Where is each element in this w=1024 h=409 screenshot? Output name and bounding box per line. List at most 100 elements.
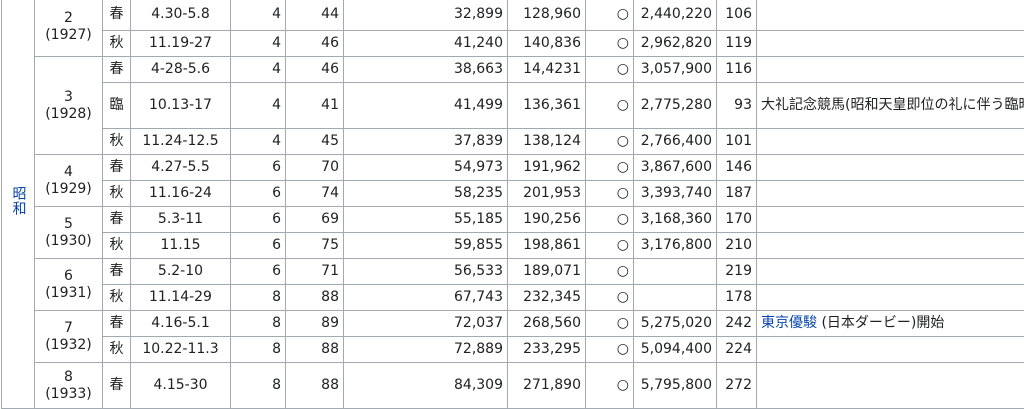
days-cell: 6	[231, 233, 286, 259]
horses-cell: 219	[717, 259, 757, 285]
sales-cell: 191,962	[508, 155, 586, 181]
note-cell	[757, 155, 1024, 181]
dates-cell: 11.16-24	[131, 181, 231, 207]
mark-cell: ○	[586, 181, 634, 207]
sales-cell: 190,256	[508, 207, 586, 233]
note-text: (日本ダービー)開始	[817, 315, 944, 331]
dates-cell: 11.19-27	[131, 31, 231, 57]
sales-cell: 128,960	[508, 0, 586, 31]
mark-cell: ○	[586, 311, 634, 337]
year-western: (1930)	[45, 233, 92, 249]
note-cell	[757, 31, 1024, 57]
note-cell	[757, 259, 1024, 285]
season-cell: 春	[103, 57, 131, 83]
table-row: 臨 10.13-17 4 41 41,499 136,361 ○ 2,775,2…	[2, 83, 1024, 129]
dates-cell: 5.2-10	[131, 259, 231, 285]
mark-cell: ○	[586, 57, 634, 83]
note-cell	[757, 285, 1024, 311]
visitors-cell: 72,889	[344, 337, 508, 363]
horses-cell: 242	[717, 311, 757, 337]
season-cell: 秋	[103, 129, 131, 155]
races-cell: 45	[286, 129, 344, 155]
note-text: 大礼記念競馬(昭和天皇即位の礼に伴う臨時開催)	[761, 97, 1024, 113]
horses-cell: 187	[717, 181, 757, 207]
sales-cell: 140,836	[508, 31, 586, 57]
sales-cell: 268,560	[508, 311, 586, 337]
mark-cell: ○	[586, 31, 634, 57]
note-cell	[757, 207, 1024, 233]
mark-cell: ○	[586, 207, 634, 233]
prize-cell: 5,275,020	[634, 311, 717, 337]
table-row: 7 (1932) 春 4.16-5.1 8 89 72,037 268,560 …	[2, 311, 1024, 337]
sales-cell: 198,861	[508, 233, 586, 259]
days-cell: 6	[231, 259, 286, 285]
year-western: (1929)	[45, 181, 92, 197]
note-link-tokyo-yushun[interactable]: 東京優駿	[761, 315, 817, 331]
table-row: 秋 11.15 6 75 59,855 198,861 ○ 3,176,800 …	[2, 233, 1024, 259]
season-cell: 春	[103, 0, 131, 31]
sales-cell: 136,361	[508, 83, 586, 129]
season-cell: 秋	[103, 285, 131, 311]
year-cell: 7 (1932)	[35, 311, 103, 363]
races-cell: 89	[286, 311, 344, 337]
visitors-cell: 55,185	[344, 207, 508, 233]
visitors-cell: 38,663	[344, 57, 508, 83]
visitors-cell: 67,743	[344, 285, 508, 311]
season-cell: 春	[103, 155, 131, 181]
sales-cell: 138,124	[508, 129, 586, 155]
mark-cell: ○	[586, 337, 634, 363]
races-cell: 88	[286, 337, 344, 363]
mark-cell: ○	[586, 233, 634, 259]
note-cell: 大礼記念競馬(昭和天皇即位の礼に伴う臨時開催)	[757, 83, 1024, 129]
races-cell: 46	[286, 57, 344, 83]
horses-cell: 101	[717, 129, 757, 155]
horses-cell: 170	[717, 207, 757, 233]
visitors-cell: 56,533	[344, 259, 508, 285]
sales-cell: 232,345	[508, 285, 586, 311]
visitors-cell: 58,235	[344, 181, 508, 207]
prize-cell: 2,775,280	[634, 83, 717, 129]
year-cell: 6 (1931)	[35, 259, 103, 311]
races-cell: 44	[286, 0, 344, 31]
days-cell: 6	[231, 181, 286, 207]
table-row: 5 (1930) 春 5.3-11 6 69 55,185 190,256 ○ …	[2, 207, 1024, 233]
horses-cell: 146	[717, 155, 757, 181]
dates-cell: 4.30-5.8	[131, 0, 231, 31]
horses-cell: 224	[717, 337, 757, 363]
year-number: 3	[64, 89, 73, 105]
table-row: 秋 11.16-24 6 74 58,235 201,953 ○ 3,393,7…	[2, 181, 1024, 207]
visitors-cell: 72,037	[344, 311, 508, 337]
sales-cell: 189,071	[508, 259, 586, 285]
year-number: 8	[64, 369, 73, 385]
prize-cell: 3,867,600	[634, 155, 717, 181]
mark-cell: ○	[586, 0, 634, 31]
year-number: 5	[64, 216, 73, 232]
days-cell: 4	[231, 57, 286, 83]
races-cell: 71	[286, 259, 344, 285]
era-link[interactable]: 昭和	[10, 186, 27, 216]
sales-cell: 233,295	[508, 337, 586, 363]
horses-cell: 106	[717, 0, 757, 31]
year-number: 7	[64, 320, 73, 336]
table-row: 3 (1928) 春 4-28-5.6 4 46 38,663 14,4231 …	[2, 57, 1024, 83]
table-row: 昭和 2 (1927) 春 4.30-5.8 4 44 32,899 128,9…	[2, 0, 1024, 31]
year-western: (1928)	[45, 106, 92, 122]
days-cell: 4	[231, 83, 286, 129]
table-row: 秋 10.22-11.3 8 88 72,889 233,295 ○ 5,094…	[2, 337, 1024, 363]
horses-cell: 116	[717, 57, 757, 83]
prize-cell: 3,057,900	[634, 57, 717, 83]
visitors-cell: 54,973	[344, 155, 508, 181]
days-cell: 6	[231, 155, 286, 181]
sales-cell: 201,953	[508, 181, 586, 207]
season-cell: 春	[103, 207, 131, 233]
prize-cell: 2,440,220	[634, 0, 717, 31]
season-cell: 臨	[103, 83, 131, 129]
days-cell: 6	[231, 207, 286, 233]
dates-cell: 4-28-5.6	[131, 57, 231, 83]
dates-cell: 4.27-5.5	[131, 155, 231, 181]
year-cell: 4 (1929)	[35, 155, 103, 207]
races-cell: 74	[286, 181, 344, 207]
prize-cell: 3,393,740	[634, 181, 717, 207]
days-cell: 4	[231, 31, 286, 57]
season-cell: 秋	[103, 31, 131, 57]
